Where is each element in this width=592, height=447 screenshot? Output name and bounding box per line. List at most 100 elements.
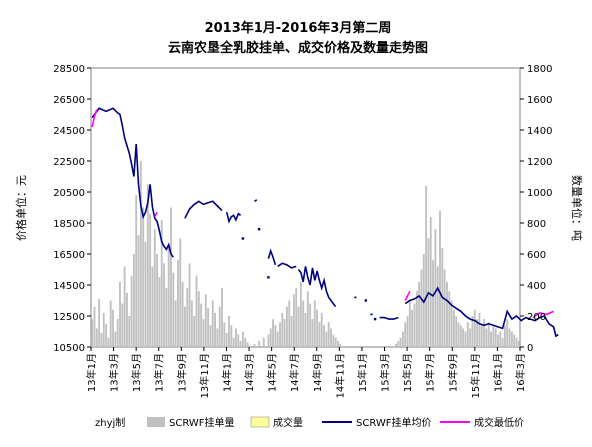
listing-volume-bar bbox=[211, 300, 214, 347]
right-tick-label: 1800 bbox=[527, 64, 552, 75]
left-axis-ticks: 10500 12500 14500 16500 18500 20500 22500 24500… bbox=[53, 64, 91, 354]
listing-volume-bar bbox=[281, 312, 284, 347]
listing-volume-bar bbox=[429, 216, 432, 347]
legend-label-listing-volume: SCRWF挂单量 bbox=[169, 416, 235, 429]
listing-volume-bar bbox=[401, 331, 404, 347]
listing-volume-bar bbox=[276, 331, 279, 347]
listing-volume-bar bbox=[109, 300, 112, 347]
x-tick-label: 15年7月 bbox=[424, 353, 437, 392]
listing-volume-bar bbox=[221, 288, 223, 347]
listing-volume-bar bbox=[128, 316, 131, 347]
price-lines bbox=[91, 107, 559, 338]
avg-listing-price-line bbox=[225, 212, 242, 224]
listing-volume-bar bbox=[153, 229, 156, 347]
credit-text: zhyj制 bbox=[95, 416, 125, 429]
min-deal-price-line bbox=[404, 290, 411, 301]
listing-volume-bar bbox=[183, 306, 186, 347]
listing-volume-bar bbox=[513, 334, 516, 347]
listing-volume-bar bbox=[241, 331, 244, 347]
listing-volume-bar bbox=[501, 337, 504, 347]
listing-volume-bar bbox=[395, 343, 397, 347]
listing-volume-bar bbox=[462, 328, 465, 347]
listing-volume-bar bbox=[149, 213, 152, 347]
listing-volume-bar bbox=[494, 328, 497, 347]
listing-volume-bar bbox=[239, 340, 242, 347]
listing-volume-bar bbox=[202, 319, 205, 347]
listing-volume-bar bbox=[132, 254, 135, 347]
listing-volume-bar bbox=[144, 241, 147, 347]
left-tick-label: 22500 bbox=[53, 157, 85, 168]
listing-volume-bar bbox=[397, 340, 400, 347]
listing-volume-bar bbox=[244, 337, 247, 347]
listing-volume-bar bbox=[292, 294, 295, 347]
listing-volume-bar bbox=[499, 331, 502, 347]
listing-volume-bar bbox=[297, 306, 300, 347]
listing-volume-bar bbox=[216, 328, 219, 347]
listing-volume-bar bbox=[253, 343, 256, 347]
right-axis-label: 数量单位：吨 bbox=[570, 175, 584, 241]
listing-volume-bar bbox=[186, 288, 189, 347]
listing-volume-bar bbox=[415, 291, 418, 347]
listing-volume-bar bbox=[473, 309, 476, 347]
left-tick-label: 14500 bbox=[53, 281, 85, 292]
x-tick-label: 13年1月 bbox=[85, 353, 98, 392]
right-tick-label: 200 bbox=[527, 312, 546, 323]
listing-volume-bar bbox=[274, 325, 277, 347]
listing-volume-bar bbox=[137, 235, 140, 347]
listing-volume-bar bbox=[339, 343, 342, 347]
avg-listing-price-point bbox=[267, 276, 270, 279]
listing-volume-bar bbox=[497, 334, 499, 347]
x-tick-label: 13年7月 bbox=[153, 353, 166, 392]
listing-volume-bar bbox=[332, 334, 335, 347]
x-tick-label: 13年3月 bbox=[108, 353, 121, 392]
listing-volume-bar bbox=[218, 306, 221, 347]
listing-volume-bar bbox=[225, 333, 228, 347]
listing-volume-bar bbox=[288, 300, 291, 347]
listing-volume-bar bbox=[121, 303, 124, 347]
right-tick-label: 1000 bbox=[527, 188, 552, 199]
right-tick-label: 800 bbox=[527, 219, 546, 230]
listing-volume-bar bbox=[181, 281, 184, 347]
listing-volume-bar bbox=[165, 288, 168, 347]
listing-volume-bar bbox=[302, 300, 305, 347]
x-tick-label: 15年1月 bbox=[356, 353, 369, 392]
listing-volume-bar bbox=[167, 246, 170, 347]
listing-volume-bar bbox=[163, 263, 165, 347]
listing-volume-bar bbox=[323, 325, 325, 347]
listing-volume-bar bbox=[139, 161, 142, 347]
listing-volume-bar bbox=[197, 291, 200, 347]
legend-swatch-listing-volume bbox=[147, 417, 165, 427]
listing-volume-bar bbox=[313, 300, 316, 347]
chart-title-line2: 云南农垦全乳胶挂单、成交价格及数量走势图 bbox=[168, 40, 428, 56]
listing-volume-bar bbox=[404, 322, 407, 347]
listing-volume-bar bbox=[327, 322, 330, 347]
x-tick-label: 16年1月 bbox=[491, 353, 504, 392]
avg-listing-price-line bbox=[277, 262, 297, 269]
listing-volume-bar bbox=[232, 337, 235, 347]
avg-listing-price-line bbox=[404, 286, 559, 338]
listing-volume-bar bbox=[476, 319, 479, 347]
min-deal-price-line bbox=[91, 109, 98, 128]
listing-volume-bar bbox=[223, 322, 226, 347]
listing-volume-bar bbox=[174, 300, 177, 347]
listing-volume-bar bbox=[200, 303, 203, 347]
listing-volume-bar bbox=[448, 291, 451, 347]
listing-volume-bar bbox=[279, 322, 281, 347]
listing-volume-bar bbox=[272, 319, 274, 347]
listing-volume-bar bbox=[316, 309, 319, 347]
listing-volume-bar bbox=[459, 325, 462, 347]
legend-swatch-deal-volume bbox=[250, 416, 270, 428]
listing-volume-bar bbox=[290, 316, 293, 347]
listing-volume-bar bbox=[337, 340, 339, 347]
listing-volume-bar bbox=[269, 328, 272, 347]
listing-volume-bar bbox=[209, 325, 212, 347]
listing-volume-bar bbox=[170, 207, 172, 347]
listing-volume-bar bbox=[114, 331, 117, 347]
listing-volume-bar bbox=[299, 281, 302, 347]
legend-label-min-deal-price: 成交最低价 bbox=[474, 416, 524, 429]
left-tick-label: 12500 bbox=[53, 312, 85, 323]
x-axis-ticks: 13年1月 13年3月 13年5月 13年7月 13年9月 13年11月 14年1月 14年3… bbox=[85, 347, 527, 398]
left-tick-label: 18500 bbox=[53, 219, 85, 230]
listing-volume-bar bbox=[487, 322, 490, 347]
